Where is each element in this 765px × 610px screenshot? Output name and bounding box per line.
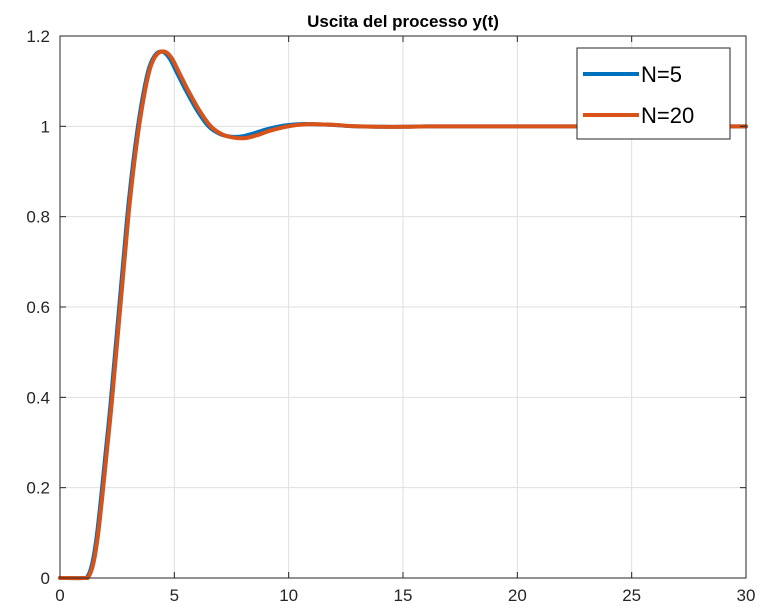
y-tick-label: 1 (41, 117, 50, 136)
x-tick-label: 15 (394, 586, 413, 605)
y-tick-label: 0.4 (26, 388, 50, 407)
legend-label: N=20 (641, 103, 694, 128)
x-tick-label: 25 (622, 586, 641, 605)
legend-label: N=5 (641, 62, 682, 87)
x-tick-label: 10 (279, 586, 298, 605)
y-tick-label: 0 (41, 569, 50, 588)
chart-title: Uscita del processo y(t) (307, 12, 499, 31)
legend: N=5 N=20 (577, 48, 730, 139)
y-tick-label: 0.8 (26, 208, 50, 227)
y-tick-label: 1.2 (26, 27, 50, 46)
y-tick-label: 0.2 (26, 479, 50, 498)
x-tick-label: 20 (508, 586, 527, 605)
x-tick-label: 30 (737, 586, 756, 605)
x-tick-label: 0 (55, 586, 64, 605)
x-tick-label: 5 (170, 586, 179, 605)
y-tick-label: 0.6 (26, 298, 50, 317)
